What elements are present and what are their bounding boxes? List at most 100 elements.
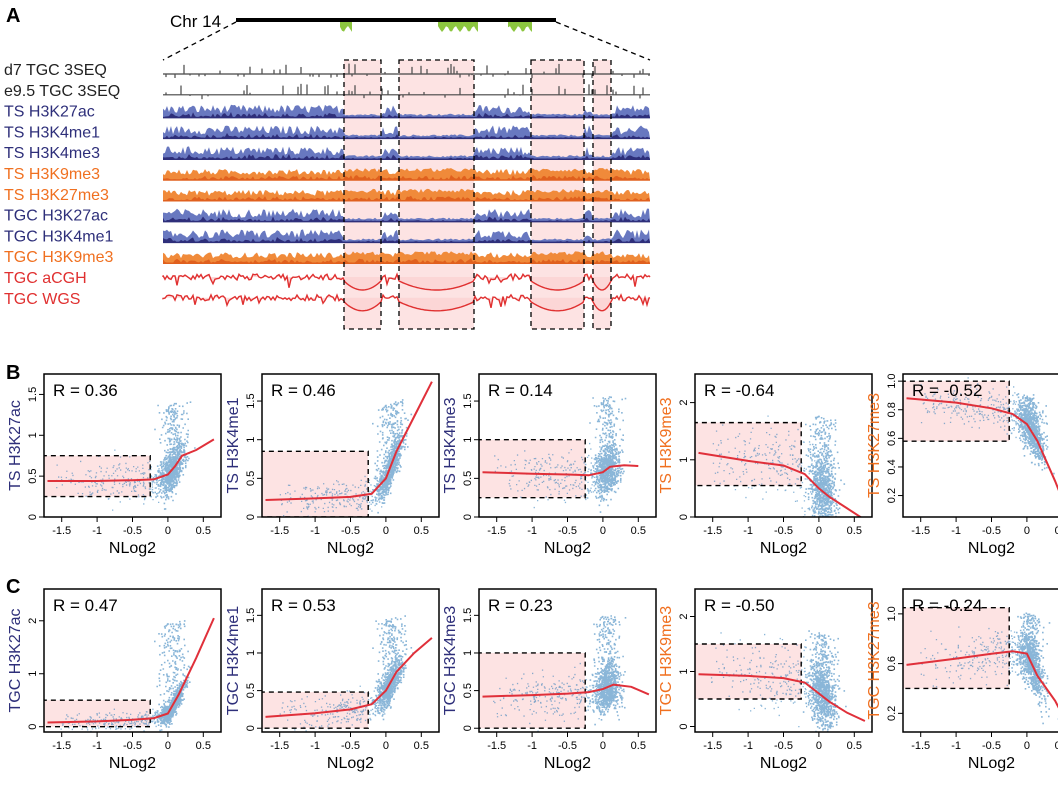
track-signal-dark — [163, 174, 650, 180]
y-tick-label: 2 — [678, 613, 690, 619]
fit-line — [265, 637, 433, 718]
zoom-line-left — [162, 21, 237, 61]
region-box-outline — [903, 380, 1010, 442]
track-label: TGC H3K9me3 — [4, 249, 113, 266]
y-tick-label: 1 — [245, 650, 257, 656]
x-axis-label: NLog2 — [109, 540, 156, 557]
track: TGC WGS — [4, 291, 651, 312]
chromosome-highlight — [508, 22, 532, 32]
track-label: TS H3K27ac — [4, 104, 95, 121]
x-tick-label: 0 — [816, 525, 822, 537]
region-box-outline — [44, 699, 151, 728]
x-tick-label: -1.5 — [703, 740, 722, 752]
plot-area — [479, 396, 639, 513]
x-tick-label: -1.5 — [911, 525, 930, 537]
track-signal — [163, 104, 650, 118]
y-tick-label: 1.0 — [886, 606, 898, 621]
plot-area — [44, 401, 215, 511]
region-box-outline — [695, 643, 802, 700]
correlation-label: R = -0.64 — [704, 381, 774, 400]
y-tick-label: 1.5 — [27, 387, 39, 402]
y-axis-label: TGC H3K4me1 — [225, 606, 242, 715]
panel-letter-b: B — [6, 362, 20, 384]
track-label: TS H3K4me3 — [4, 145, 100, 162]
x-tick-label: 0 — [600, 740, 606, 752]
scatter-panel: R = 0.36 -1.5 -1 -0.5 0 0.5 0 0.5 1 1.5 NLog2 TS H3… — [7, 373, 222, 557]
x-tick-label: 0.5 — [631, 740, 646, 752]
x-axis-label: NLog2 — [327, 540, 374, 557]
track: d7 TGC 3SEQ — [4, 62, 650, 79]
x-tick-label: -1.5 — [487, 525, 506, 537]
track-signal — [163, 208, 650, 222]
scatter-panel: R = 0.14 -1.5 -1 -0.5 0 0.5 0 0.5 1 1.5 NLog2 TS H3… — [442, 373, 657, 557]
track-signal-dark — [163, 257, 650, 264]
correlation-label: R = 0.14 — [488, 381, 553, 400]
x-tick-label: -0.5 — [123, 525, 142, 537]
track-label: TS H3K4me1 — [4, 124, 100, 141]
x-tick-label: 0 — [600, 525, 606, 537]
x-tick-label: 0.5 — [414, 740, 429, 752]
correlation-label: R = 0.46 — [271, 381, 336, 400]
plot-area — [44, 617, 215, 732]
y-tick-label: 2 — [678, 400, 690, 406]
correlation-label: R = 0.23 — [488, 596, 553, 615]
x-tick-label: -1 — [92, 525, 102, 537]
scatter-panel: R = 0.46 -1.5 -1 -0.5 0 0.5 0 0.5 1 1.5 NLog2 TS H3… — [225, 373, 440, 557]
y-tick-label: 1 — [27, 671, 39, 677]
correlation-label: R = -0.24 — [912, 596, 982, 615]
y-tick-label: 1.0 — [886, 374, 898, 389]
x-tick-label: -1.5 — [487, 740, 506, 752]
track-signal — [163, 188, 650, 201]
track-signal — [162, 293, 651, 312]
y-tick-label: 0.2 — [886, 706, 898, 721]
y-tick-label: 0 — [678, 514, 690, 520]
track-label: TGC H3K4me1 — [4, 228, 113, 245]
region-box-outline — [903, 606, 1010, 690]
scatter-panel: R = -0.24 -1.5 -1 -0.5 0 0.5 0.2 0.6 1.0 NLog2 TGC… — [866, 588, 1058, 772]
y-tick-label: 0.2 — [886, 488, 898, 503]
y-tick-label: 1.5 — [462, 393, 474, 408]
highlight-region-outline — [398, 59, 475, 330]
scatter-panels: R = 0.36 -1.5 -1 -0.5 0 0.5 0 0.5 1 1.5 NLog2 TS H3… — [7, 373, 1058, 772]
x-tick-label: -0.5 — [982, 525, 1001, 537]
y-tick-label: 0.5 — [245, 471, 257, 486]
scatter-points — [712, 415, 846, 517]
track: TS H3K4me3 — [4, 145, 650, 162]
x-tick-label: 0 — [383, 525, 389, 537]
x-tick-label: -1.5 — [52, 740, 71, 752]
genome-tracks: d7 TGC 3SEQ e9.5 TGC 3SEQ TS H3K27ac TS H3K… — [4, 62, 651, 312]
region-box-fill — [695, 644, 802, 699]
x-tick-label: -1 — [527, 525, 537, 537]
y-axis-label: TS H3K4me1 — [225, 397, 242, 493]
highlighted-region-outlines — [343, 59, 612, 330]
scatter-panel: R = -0.64 -1.5 -1 -0.5 0 0.5 0 1 2 NLog2 TS H3K9me… — [658, 373, 873, 557]
y-tick-label: 0 — [245, 725, 257, 731]
x-tick-label: 0.5 — [847, 740, 862, 752]
panel-letter-c: C — [6, 576, 20, 598]
y-tick-label: 0 — [27, 724, 39, 730]
scatter-panel: R = 0.23 -1.5 -1 -0.5 0 0.5 0 0.5 1 1.5 NLog2 TGC H… — [442, 588, 657, 772]
plot-area — [695, 415, 863, 517]
x-tick-label: -1 — [527, 740, 537, 752]
y-axis-label: TS H3K27ac — [7, 400, 24, 491]
y-tick-label: 1.5 — [462, 608, 474, 623]
x-tick-label: -1.5 — [270, 525, 289, 537]
x-tick-label: 0.5 — [196, 740, 211, 752]
x-tick-label: 0 — [1024, 740, 1030, 752]
x-tick-label: 0.5 — [631, 525, 646, 537]
plot-area — [479, 615, 650, 732]
track-fill — [163, 294, 650, 311]
fit-line — [906, 397, 1058, 492]
chromosome-highlight-regions — [340, 22, 532, 32]
x-tick-label: -0.5 — [558, 740, 577, 752]
x-tick-label: 0 — [165, 740, 171, 752]
x-tick-label: 0.5 — [196, 525, 211, 537]
scatter-panel: R = -0.52 -1.5 -1 -0.5 0 0.5 0.2 0.4 0.6 0.8 1.0 NL… — [866, 373, 1058, 557]
track-label: TGC WGS — [4, 291, 80, 308]
x-axis-label: NLog2 — [760, 755, 807, 772]
x-tick-label: -0.5 — [774, 740, 793, 752]
x-axis-label: NLog2 — [760, 540, 807, 557]
y-axis-label: TGC H3K9me3 — [658, 606, 675, 715]
y-tick-label: 0 — [245, 514, 257, 520]
